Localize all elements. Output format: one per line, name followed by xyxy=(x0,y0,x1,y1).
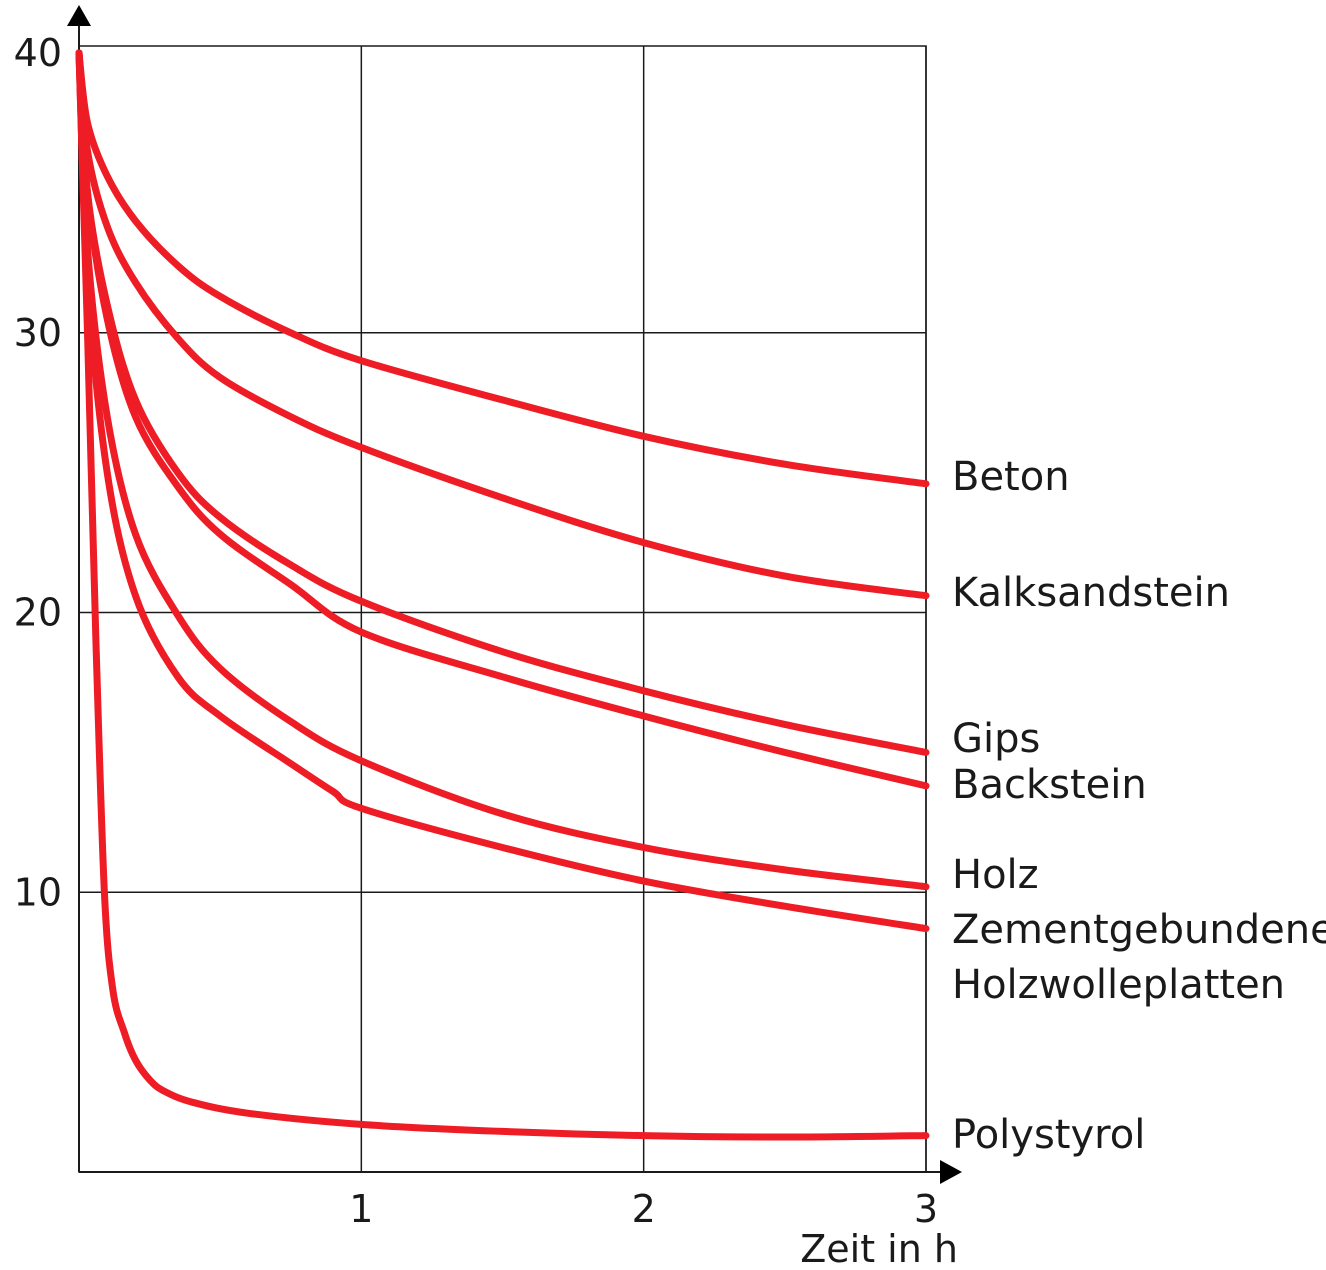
series-label-holz: Holz xyxy=(952,852,1039,898)
series-line-holz xyxy=(75,49,930,891)
x-axis-title: Zeit in h xyxy=(800,1227,958,1270)
x-axis-arrow xyxy=(940,1160,962,1184)
x-tick-label: 2 xyxy=(632,1187,656,1231)
series-label-polystyrol: Polystyrol xyxy=(952,1112,1145,1158)
tick-layer: 1 2 3 10 20 30 40 xyxy=(14,31,938,1231)
series-label-beton: Beton xyxy=(952,454,1070,500)
series-line-zementgebundene-holzwolleplatten xyxy=(75,49,930,933)
y-tick-label: 20 xyxy=(14,591,62,635)
x-tick-label: 3 xyxy=(914,1187,938,1231)
y-tick-label: 10 xyxy=(14,870,62,914)
series-label-gips: Gips xyxy=(952,716,1040,762)
curve-layer xyxy=(75,49,930,1141)
y-axis-arrow xyxy=(67,5,91,26)
series-label-backstein: Backstein xyxy=(952,762,1147,808)
series-line-beton xyxy=(75,49,930,488)
grid-layer xyxy=(78,45,927,1173)
y-tick-label: 30 xyxy=(14,311,62,355)
y-tick-label: 40 xyxy=(14,31,62,75)
plot-frame xyxy=(78,45,927,1173)
series-line-backstein xyxy=(75,49,930,790)
x-tick-label: 1 xyxy=(349,1187,373,1231)
series-line-kalksandstein xyxy=(75,49,930,600)
axis-layer xyxy=(67,5,962,1184)
series-label-zementgebundene-holzwolleplatten: Zementgebundene Holzwolleplatten xyxy=(952,907,1326,1008)
series-label-kalksandstein: Kalksandstein xyxy=(952,570,1230,616)
series-line-polystyrol xyxy=(75,49,930,1141)
